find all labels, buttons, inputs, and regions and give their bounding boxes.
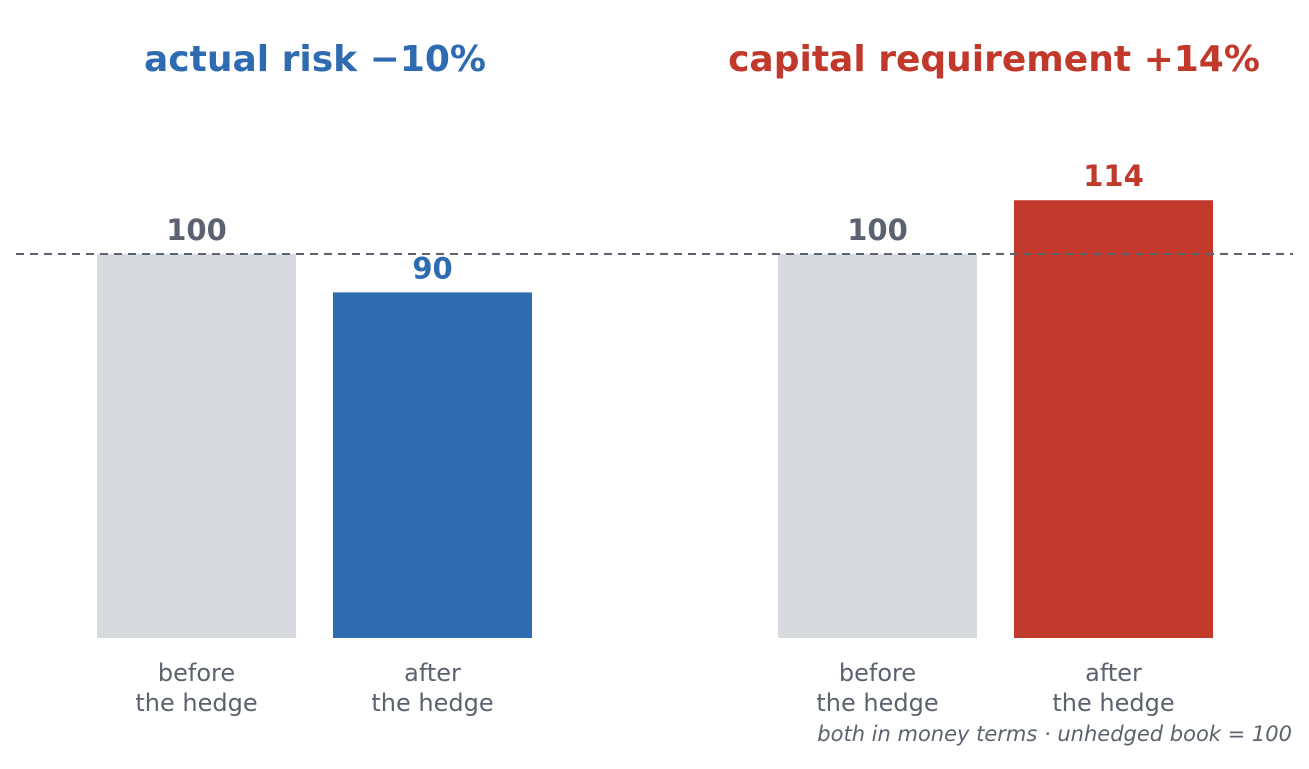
bar-panel2-after — [1014, 200, 1213, 639]
panel-title-2: capital requirement +14% — [728, 39, 1260, 80]
bar-panel2-before — [778, 254, 977, 638]
value-label-panel1-before: 100 — [166, 213, 227, 247]
labels-layer: actual risk −10% 100 before the hedge 90 afte… — [135, 39, 1260, 717]
bars-layer — [97, 200, 1213, 639]
footnote: both in money terms · unhedged book = 10… — [817, 722, 1292, 746]
category-label-panel1-before: before the hedge — [135, 659, 257, 717]
panel-title-1: actual risk −10% — [144, 39, 486, 80]
category-label-panel2-before: before the hedge — [816, 659, 938, 717]
category-label-panel2-after: after the hedge — [1052, 659, 1174, 717]
bar-panel1-after — [333, 292, 532, 638]
category-label-panel1-after: after the hedge — [371, 659, 493, 717]
bar-panel1-before — [97, 254, 296, 638]
value-label-panel2-before: 100 — [847, 213, 908, 247]
value-label-panel1-after: 90 — [412, 251, 452, 285]
value-label-panel2-after: 114 — [1083, 159, 1144, 193]
